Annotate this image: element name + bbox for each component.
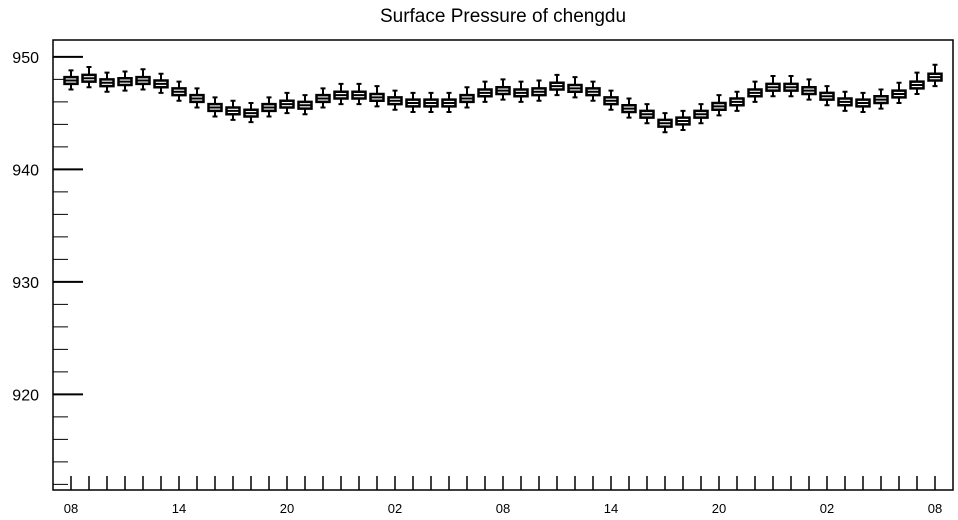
box-plot [783, 75, 799, 98]
box-plot [207, 96, 223, 118]
box-plot [729, 90, 745, 112]
box-plot [549, 73, 565, 97]
box-plot [351, 82, 367, 106]
chart-title: Surface Pressure of chengdu [380, 6, 626, 27]
box-plot [909, 71, 925, 95]
box-plot [891, 81, 907, 104]
box-plot [459, 86, 475, 109]
box-plot [621, 97, 637, 119]
x-tick-label: 08 [64, 501, 78, 516]
box-plot [765, 75, 781, 98]
box-plot [531, 79, 547, 102]
x-tick-label: 20 [712, 501, 726, 516]
box-plot [135, 68, 151, 91]
box-plot [99, 71, 115, 93]
box-plot [333, 82, 349, 106]
box-plot [855, 91, 871, 113]
x-tick-label: 20 [280, 501, 294, 516]
box-plot [711, 94, 727, 117]
y-tick-label: 920 [12, 387, 39, 404]
box-plot [189, 87, 205, 109]
box-plot [477, 80, 493, 103]
x-tick-label: 02 [388, 501, 402, 516]
box-plot [927, 63, 943, 88]
x-axis: 08 14 20 02 08 14 20 02 08 [64, 476, 942, 516]
box-plot [387, 89, 403, 111]
y-tick-label: 950 [12, 50, 39, 67]
box-plot [117, 70, 133, 92]
box-plot [747, 80, 763, 103]
box-plot [279, 91, 295, 115]
box-plot [441, 91, 457, 113]
box-plot [603, 89, 619, 111]
box-plot [693, 103, 709, 125]
y-tick-label: 940 [12, 162, 39, 179]
box-plot [63, 69, 79, 91]
box-plot [873, 88, 889, 110]
box-plot [675, 109, 691, 131]
box-plot [261, 96, 277, 118]
box-plot [297, 94, 313, 116]
box-plot [567, 76, 583, 99]
plot-area-frame [52, 39, 954, 491]
box-plot [405, 91, 421, 113]
box-plot [837, 90, 853, 112]
box-plot [495, 78, 511, 101]
box-plot [657, 112, 673, 134]
box-plot [171, 80, 187, 102]
box-plot [81, 66, 97, 89]
box-plot [819, 85, 835, 107]
x-tick-label: 08 [496, 501, 510, 516]
box-plot [315, 87, 331, 109]
box-plot [423, 91, 439, 113]
box-plot [225, 99, 241, 121]
box-plot [513, 80, 529, 103]
y-tick-label: 930 [12, 275, 39, 292]
x-tick-label: 02 [820, 501, 834, 516]
box-series [63, 63, 943, 134]
box-plot [153, 72, 169, 94]
box-plot [585, 80, 601, 102]
x-tick-label: 14 [604, 501, 618, 516]
x-tick-label: 08 [928, 501, 942, 516]
box-plot [801, 78, 817, 101]
box-plot [243, 102, 259, 124]
y-axis: 920 930 940 950 [12, 50, 83, 485]
box-plot [639, 103, 655, 125]
x-tick-label: 14 [172, 501, 186, 516]
box-plot [369, 85, 385, 108]
